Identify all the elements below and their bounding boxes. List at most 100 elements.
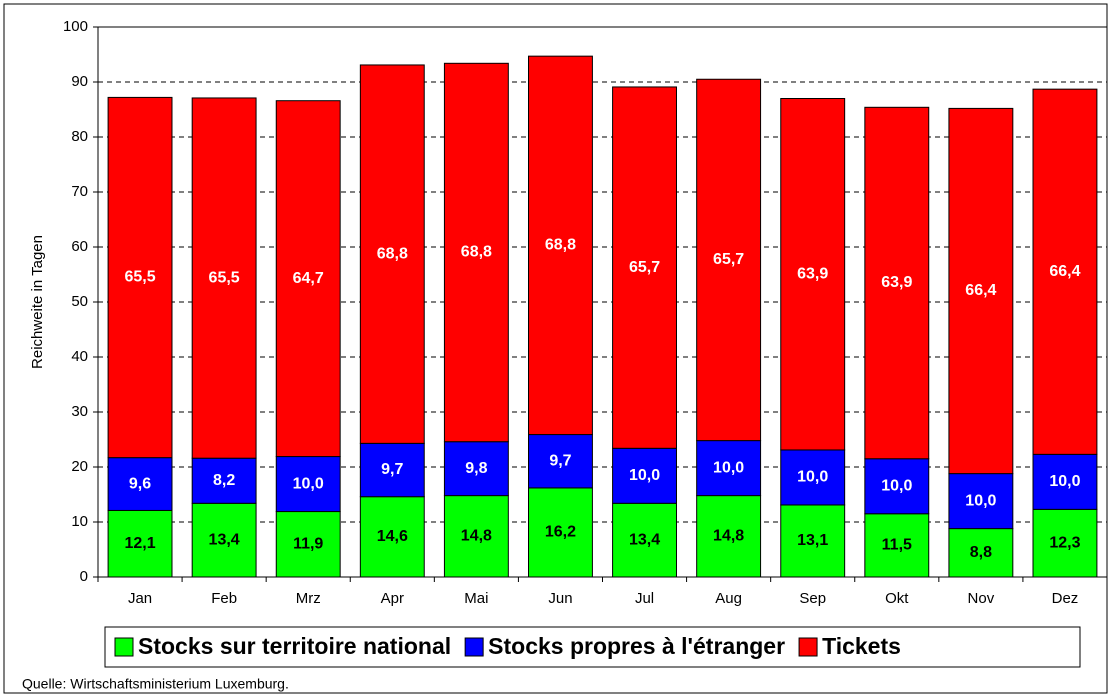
legend-swatch: [114, 637, 134, 657]
y-tick-label: 10: [71, 513, 88, 530]
data-label: 10,0: [1049, 473, 1080, 490]
bar-segment: [275, 100, 341, 458]
data-label: 66,4: [1049, 263, 1080, 280]
y-tick-label: 50: [71, 293, 88, 310]
data-label: 14,6: [377, 528, 408, 545]
y-tick-label: 60: [71, 238, 88, 255]
bar-segment: [612, 502, 677, 578]
y-tick-label: 20: [71, 458, 88, 475]
data-label: 64,7: [293, 270, 324, 287]
bar-segment: [359, 496, 425, 578]
data-label: 10,0: [881, 477, 912, 494]
x-tick-label: Jun: [548, 590, 572, 607]
bar-segment: [612, 447, 677, 504]
x-tick-label: Nov: [968, 590, 995, 607]
bar-segment: [780, 98, 846, 451]
data-label: 65,5: [124, 269, 155, 286]
data-label: 63,9: [881, 274, 912, 291]
x-tick-label: Feb: [211, 590, 237, 607]
data-label: 10,0: [293, 475, 324, 492]
y-tick-label: 0: [80, 568, 88, 585]
data-label: 66,4: [965, 282, 996, 299]
legend-label: Tickets: [822, 633, 901, 659]
bar-segment: [864, 458, 930, 515]
bar-segment: [696, 78, 762, 442]
x-tick-label: Mrz: [296, 590, 321, 607]
data-label: 13,4: [209, 531, 240, 548]
data-label: 16,2: [545, 524, 576, 541]
y-tick-label: 100: [63, 18, 88, 35]
data-label: 11,9: [293, 535, 323, 552]
y-tick-label: 30: [71, 403, 88, 420]
data-label: 13,1: [797, 532, 828, 549]
data-label: 10,0: [629, 467, 660, 484]
data-label: 65,5: [209, 269, 240, 286]
bar-segment: [1032, 508, 1098, 578]
bar-segment: [107, 457, 173, 511]
data-label: 10,0: [797, 469, 828, 486]
legend-swatch: [798, 637, 818, 657]
bar-segment: [359, 442, 425, 498]
data-label: 10,0: [965, 492, 996, 509]
y-axis-label: Reichweite in Tagen: [29, 235, 46, 369]
data-label: 12,3: [1049, 534, 1080, 551]
bar-segment: [948, 528, 1014, 578]
bar-segment: [191, 502, 257, 578]
bar-segment: [864, 513, 930, 578]
bar-segment: [191, 457, 257, 504]
x-tick-label: Okt: [885, 590, 909, 607]
data-label: 9,7: [549, 452, 571, 469]
data-label: 11,5: [882, 537, 912, 554]
legend-label: Stocks sur territoire national: [138, 633, 451, 659]
legend-swatch: [464, 637, 484, 657]
data-label: 10,0: [713, 459, 744, 476]
data-label: 68,8: [545, 237, 576, 254]
data-label: 8,8: [970, 544, 992, 561]
bar-segment: [275, 456, 341, 513]
bar-segment: [107, 96, 173, 459]
bar-segment: [443, 441, 509, 497]
bar-segment: [948, 107, 1014, 475]
data-label: 12,1: [124, 535, 155, 552]
data-label: 9,7: [381, 461, 403, 478]
y-tick-label: 80: [71, 128, 88, 145]
data-label: 68,8: [461, 244, 492, 261]
x-tick-label: Jul: [635, 590, 654, 607]
data-label: 63,9: [797, 265, 828, 282]
bar-segment: [528, 55, 593, 436]
bar-segment: [864, 106, 930, 460]
bar-segment: [191, 97, 257, 459]
data-label: 14,8: [713, 528, 744, 545]
data-label: 9,6: [129, 475, 151, 492]
bar-segment: [612, 86, 677, 449]
y-tick-label: 70: [71, 183, 88, 200]
bar-segment: [1032, 453, 1098, 510]
x-tick-label: Jan: [128, 590, 152, 607]
x-tick-label: Aug: [715, 590, 742, 607]
data-label: 14,8: [461, 528, 492, 545]
y-tick-label: 90: [71, 73, 88, 90]
x-tick-label: Mai: [464, 590, 488, 607]
bar-segment: [696, 440, 762, 497]
bar-segment: [359, 64, 425, 444]
data-label: 13,4: [629, 531, 660, 548]
bar-segment: [443, 495, 509, 578]
y-tick-label: 40: [71, 348, 88, 365]
legend-label: Stocks propres à l'étranger: [488, 633, 785, 659]
x-tick-label: Apr: [381, 590, 404, 607]
data-label: 8,2: [213, 472, 235, 489]
bar-segment: [1032, 88, 1098, 455]
bar-segment: [443, 62, 509, 443]
bar-segment: [948, 473, 1014, 530]
x-tick-label: Dez: [1052, 590, 1079, 607]
bar-segment: [528, 487, 593, 578]
bar-segment: [275, 511, 341, 578]
data-label: 68,8: [377, 245, 408, 262]
data-label: 9,8: [465, 460, 487, 477]
legend-box: [104, 626, 1081, 668]
bar-segment: [696, 495, 762, 578]
data-label: 65,7: [713, 251, 744, 268]
x-tick-label: Sep: [799, 590, 826, 607]
source: Quelle: Wirtschaftsministerium Luxemburg…: [22, 676, 289, 692]
